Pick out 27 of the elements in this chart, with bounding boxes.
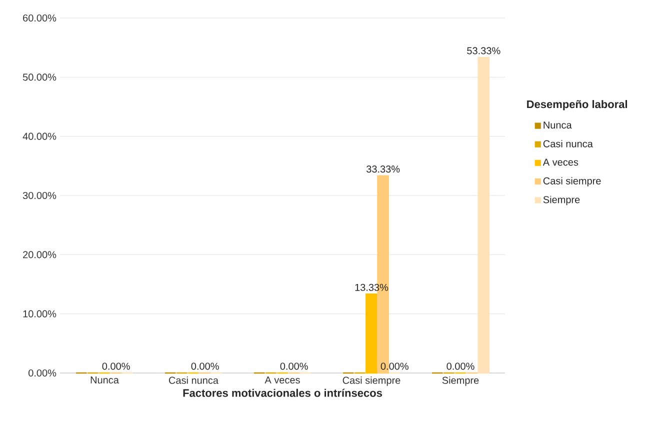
legend-label: Casi nunca	[543, 140, 593, 148]
legend-label: Casi siempre	[543, 177, 601, 186]
y-tick-label: 0.00%	[28, 369, 56, 377]
x-tick-label: Casi siempre	[342, 376, 400, 386]
legend-title: Desempeño laboral	[527, 100, 628, 110]
y-tick-label: 50.00%	[22, 74, 56, 81]
x-tick-label: A veces	[264, 376, 300, 384]
y-tick-label: 20.00%	[23, 251, 56, 258]
legend-label: Nunca	[544, 122, 572, 129]
data-label: 53.33%	[467, 47, 500, 54]
legend-label: Siempre	[543, 196, 580, 206]
bar	[478, 56, 490, 374]
x-tick-label: Casi nunca	[168, 376, 219, 384]
x-tick-label: Siempre	[442, 376, 479, 386]
y-tick-label: 10.00%	[23, 310, 56, 318]
y-tick-label: 40.00%	[22, 132, 56, 140]
data-label: 0.00%	[446, 362, 474, 370]
data-label: 0.00%	[191, 362, 219, 370]
legend-label: A veces	[542, 158, 578, 166]
data-label: 0.00%	[280, 362, 308, 370]
data-label: 0.00%	[102, 362, 130, 370]
bar	[366, 294, 378, 374]
y-tick-label: 30.00%	[22, 192, 56, 200]
y-tick-label: 60.00%	[23, 14, 56, 22]
data-label: 33.33%	[366, 166, 400, 173]
x-tick-label: Nunca	[90, 376, 119, 384]
x-axis-title: Factores motivacionales o intrínsecos	[183, 388, 382, 397]
